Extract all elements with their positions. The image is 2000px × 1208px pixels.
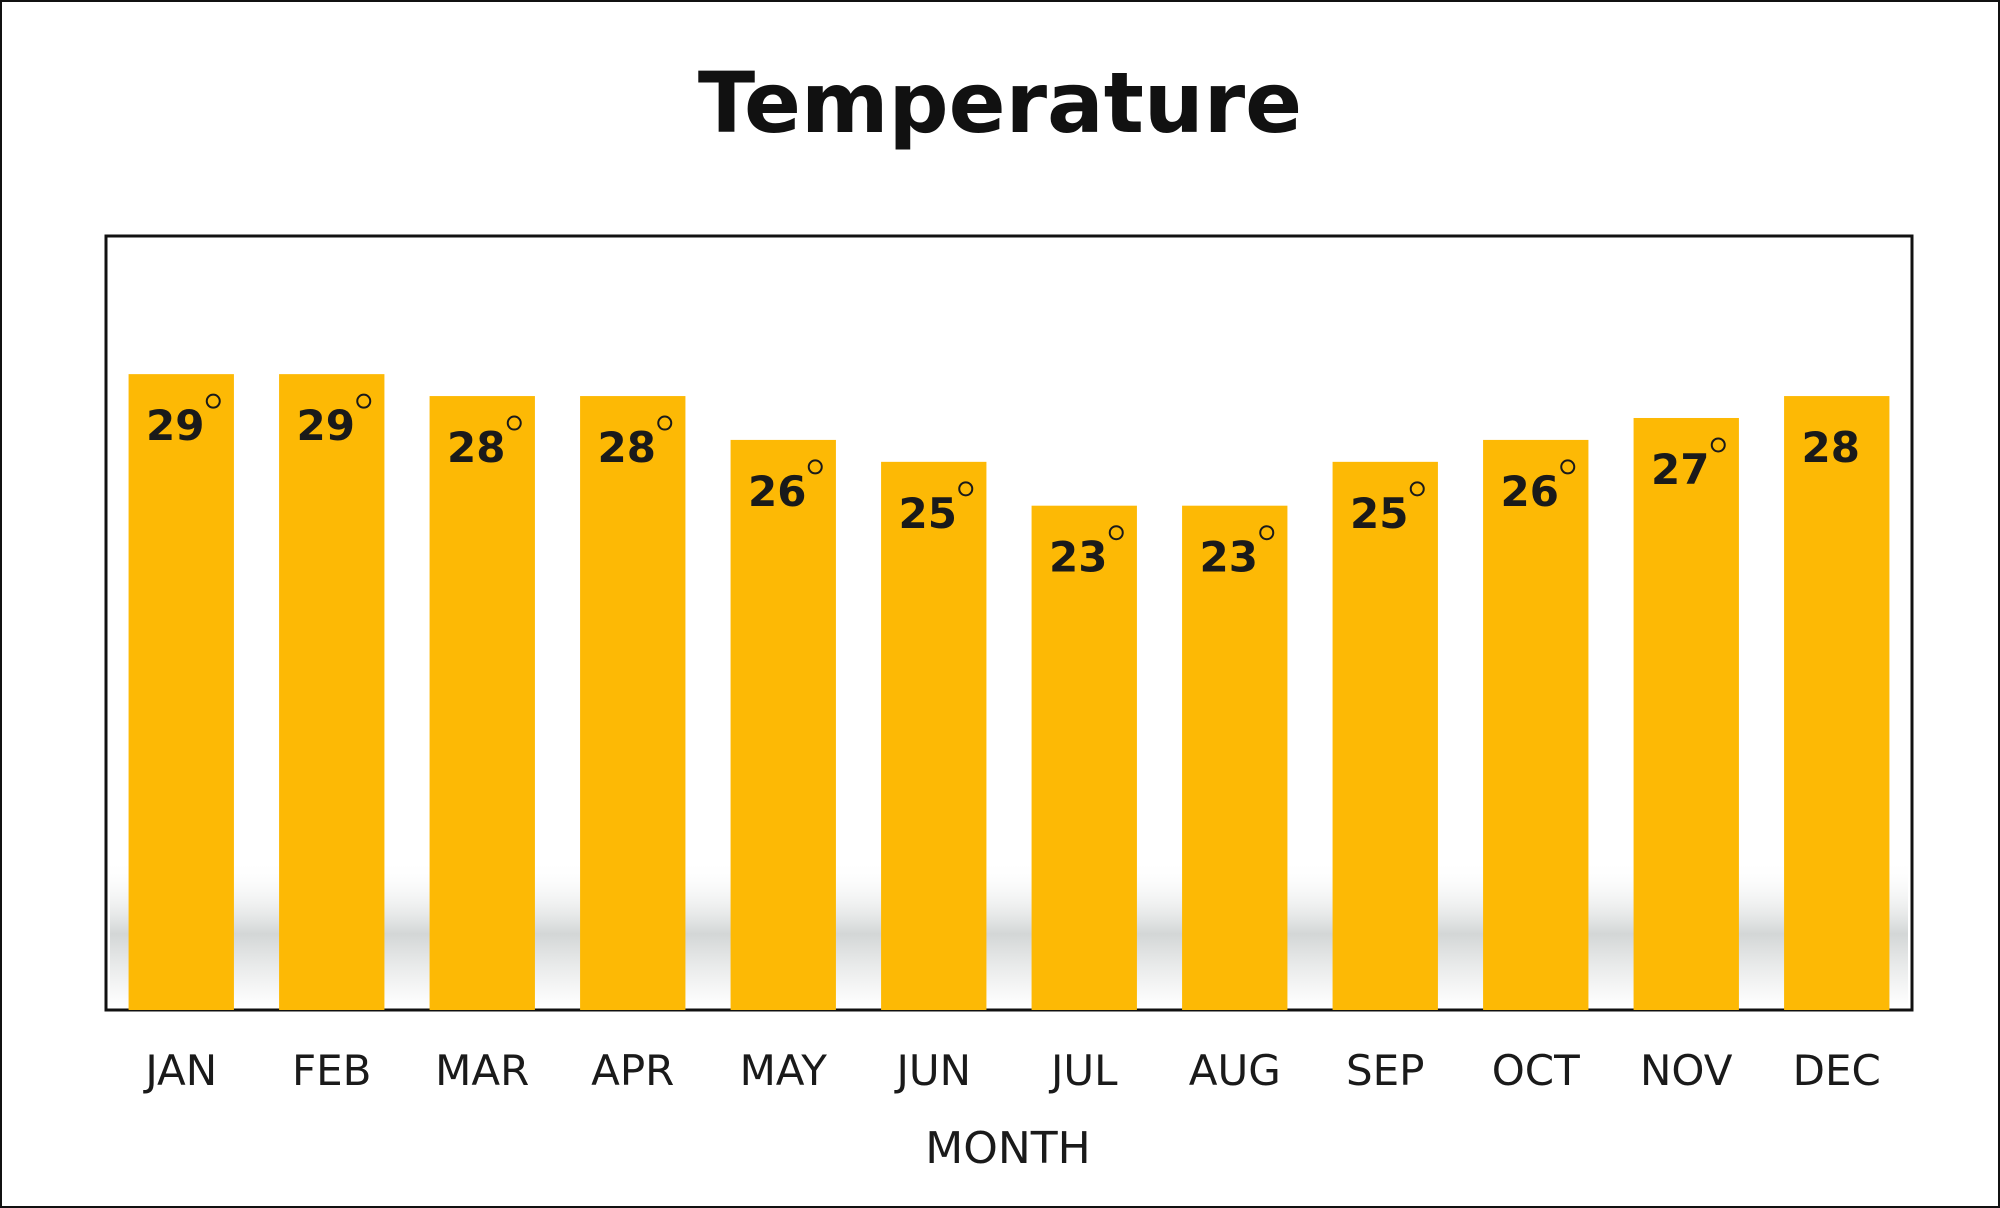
bar-mar [429, 396, 535, 1010]
x-tick-may: MAY [740, 1046, 828, 1095]
degree-icon-feb [356, 393, 372, 409]
x-tick-mar: MAR [435, 1046, 529, 1095]
bar-apr [580, 396, 686, 1010]
degree-icon-sep [1409, 481, 1425, 497]
x-tick-jan: JAN [142, 1046, 217, 1095]
value-label-nov: 27 [1651, 445, 1709, 494]
degree-icon-aug [1259, 525, 1275, 541]
value-label-jul: 23 [1049, 533, 1107, 582]
x-tick-sep: SEP [1346, 1046, 1425, 1095]
bar-jun [881, 461, 987, 1010]
degree-icon-mar [506, 415, 522, 431]
x-axis-title: MONTH [925, 1123, 1090, 1174]
bar-sep [1332, 461, 1438, 1010]
bar-jul [1031, 505, 1137, 1010]
value-label-may: 26 [748, 467, 806, 516]
value-label-jan: 29 [146, 401, 204, 450]
bar-jan [128, 374, 234, 1010]
value-label-jun: 25 [899, 489, 957, 538]
value-label-dec: 28 [1802, 423, 1860, 472]
degree-icon-jan [205, 393, 221, 409]
degree-icon-oct [1560, 459, 1576, 475]
floor-shadow [110, 860, 1908, 1008]
x-tick-nov: NOV [1640, 1046, 1733, 1095]
bar-aug [1182, 505, 1288, 1010]
value-label-oct: 26 [1501, 467, 1559, 516]
value-label-mar: 28 [447, 423, 505, 472]
degree-icon-jul [1108, 525, 1124, 541]
value-label-apr: 28 [598, 423, 656, 472]
x-tick-jul: JUL [1048, 1046, 1118, 1095]
value-labels-group: 29 29 28 28 26 25 23 23 25 26 27 28 [146, 393, 1860, 582]
bar-oct [1483, 439, 1589, 1010]
x-tick-aug: AUG [1189, 1046, 1281, 1095]
plot-area [104, 234, 1914, 1012]
x-tick-apr: APR [591, 1046, 674, 1095]
x-tick-oct: OCT [1492, 1046, 1580, 1095]
degree-icon-apr [657, 415, 673, 431]
bar-feb [279, 374, 385, 1010]
bar-nov [1633, 417, 1739, 1011]
degree-icon-nov [1710, 437, 1726, 453]
x-tick-labels-group: JAN FEB MAR APR MAY JUN JUL AUG SEP OCT NOV DEC [142, 1046, 1881, 1095]
x-tick-dec: DEC [1793, 1046, 1881, 1095]
x-tick-jun: JUN [893, 1046, 971, 1095]
degree-icon-may [807, 459, 823, 475]
x-tick-feb: FEB [292, 1046, 372, 1095]
degree-icon-jun [958, 481, 974, 497]
bar-dec [1784, 396, 1890, 1010]
chart-title: Temperature [698, 54, 1302, 152]
value-label-aug: 23 [1200, 533, 1258, 582]
value-label-feb: 29 [297, 401, 355, 450]
bar-may [730, 439, 836, 1010]
value-label-sep: 25 [1350, 489, 1408, 538]
bars-group [128, 374, 1890, 1011]
